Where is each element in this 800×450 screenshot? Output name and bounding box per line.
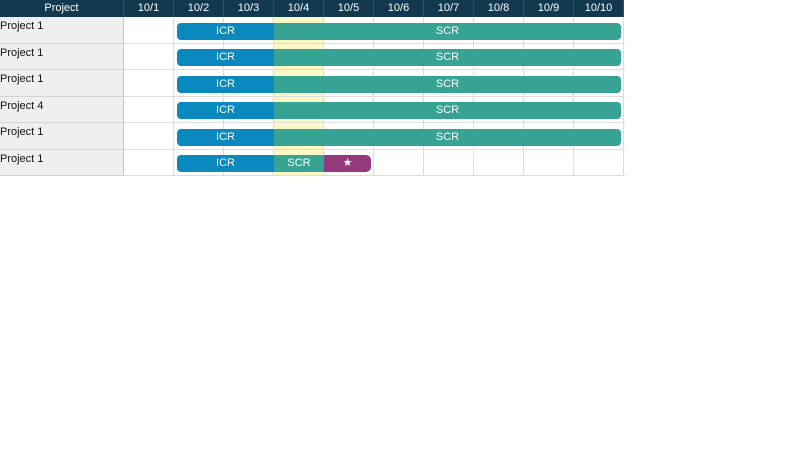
day-column: [174, 17, 224, 176]
icr-bar[interactable]: ICR: [177, 49, 274, 67]
day-column: [124, 17, 174, 176]
row-divider: [124, 42, 625, 44]
day-column: [374, 17, 424, 176]
day-column: [574, 17, 624, 176]
header-date: 10/2: [174, 0, 224, 17]
project-name[interactable]: Project 1: [0, 70, 124, 97]
row-divider: [124, 148, 625, 150]
header-date: 10/6: [374, 0, 424, 17]
scr-bar[interactable]: SCR: [274, 75, 621, 93]
scr-bar[interactable]: SCR: [274, 155, 324, 173]
scr-bar[interactable]: SCR: [274, 22, 621, 40]
day-column: [524, 17, 574, 176]
header-date: 10/8: [474, 0, 524, 17]
header-date: 10/3: [224, 0, 274, 17]
gantt-chart: Project 10/1 10/2 10/3 10/4 10/5 10/6 10/7 10/8 1…: [0, 0, 625, 177]
header-date: 10/9: [524, 0, 574, 17]
milestone-bar[interactable]: ★: [324, 155, 371, 173]
icr-bar[interactable]: ICR: [177, 22, 274, 40]
header-date: 10/5: [324, 0, 374, 17]
row-divider: [124, 175, 625, 176]
scr-bar[interactable]: SCR: [274, 128, 621, 146]
row-divider: [124, 95, 625, 97]
project-name[interactable]: Project 1: [0, 43, 124, 70]
day-column: [474, 17, 524, 176]
day-column: [274, 17, 324, 176]
day-column: [424, 17, 474, 176]
icr-bar[interactable]: ICR: [177, 128, 274, 146]
day-column: [224, 17, 274, 176]
header-date: 10/1: [124, 0, 174, 17]
header-date: 10/7: [424, 0, 474, 17]
project-name[interactable]: Project 1: [0, 123, 124, 150]
today-highlight: [274, 17, 324, 176]
scr-bar[interactable]: SCR: [274, 102, 621, 120]
icr-bar[interactable]: ICR: [177, 155, 274, 173]
row-divider: [124, 69, 625, 70]
day-column: [324, 17, 374, 176]
project-name[interactable]: Project 1: [0, 17, 124, 44]
icr-bar[interactable]: ICR: [177, 102, 274, 120]
scr-bar[interactable]: SCR: [274, 49, 621, 67]
project-name[interactable]: Project 1: [0, 149, 124, 176]
header-date: 10/4: [274, 0, 324, 17]
row-divider: [124, 122, 625, 123]
header-date: 10/10: [574, 0, 624, 17]
project-name[interactable]: Project 4: [0, 96, 124, 123]
star-icon: ★: [342, 157, 353, 170]
icr-bar[interactable]: ICR: [177, 75, 274, 93]
header-project-label: Project: [0, 0, 124, 17]
